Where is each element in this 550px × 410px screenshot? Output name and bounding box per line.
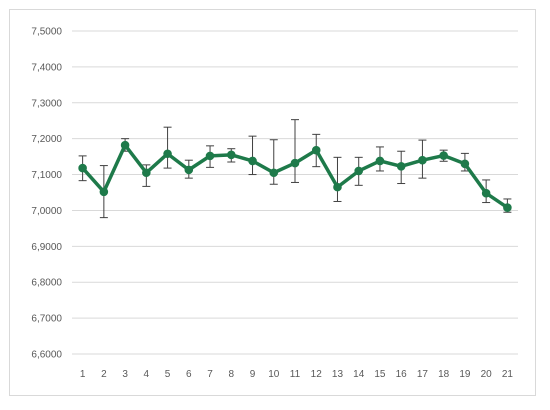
x-tick-label: 11 — [290, 369, 301, 380]
data-point — [311, 145, 321, 155]
data-point — [269, 168, 279, 178]
x-tick-label: 20 — [481, 369, 493, 380]
error-bar — [248, 135, 257, 176]
x-tick-label: 15 — [374, 369, 386, 380]
y-tick-label: 7,0000 — [31, 206, 62, 217]
data-point — [290, 158, 300, 168]
y-tick-label: 7,4000 — [31, 62, 62, 73]
y-tick-label: 6,7000 — [31, 314, 62, 325]
x-tick-label: 2 — [101, 369, 107, 380]
data-point — [418, 155, 427, 165]
data-point — [503, 203, 512, 212]
data-point — [142, 168, 151, 178]
data-point — [205, 151, 215, 161]
y-tick-label: 7,5000 — [31, 27, 62, 38]
x-tick-label: 18 — [438, 369, 450, 380]
x-tick-label: 21 — [502, 369, 514, 380]
chart-area: 6,6000 6,7000 6,8000 6,9000 7,0000 7,1000 7,20… — [9, 9, 536, 396]
x-tick-label: 16 — [396, 369, 408, 380]
x-tick-label: 5 — [165, 369, 171, 380]
error-bar — [163, 126, 172, 169]
error-bar — [333, 156, 342, 202]
data-point — [354, 166, 364, 176]
data-point — [163, 149, 172, 159]
x-tick-label: 19 — [459, 369, 471, 380]
data-point — [481, 188, 491, 198]
data-point — [120, 140, 130, 150]
x-tick-label: 12 — [311, 369, 323, 380]
data-point — [248, 156, 257, 166]
y-tick-label: 6,8000 — [31, 278, 62, 289]
x-tick-label: 1 — [80, 369, 86, 380]
x-tick-label: 13 — [332, 369, 344, 380]
y-tick-label: 6,9000 — [31, 242, 62, 253]
data-point — [333, 182, 342, 192]
data-point — [375, 156, 385, 166]
data-point — [226, 150, 236, 160]
x-tick-label: 17 — [417, 369, 429, 380]
data-point — [439, 151, 448, 160]
data-markers — [78, 140, 512, 212]
error-bar — [269, 139, 278, 185]
x-tick-label: 6 — [186, 369, 192, 380]
y-tick-label: 7,2000 — [31, 134, 62, 145]
x-axis-tick-labels: 1 2 3 4 5 6 7 8 9 10 11 12 13 14 15 16 17 18 19 20 21 — [80, 369, 514, 380]
data-point — [78, 163, 87, 173]
y-axis-tick-labels: 6,6000 6,7000 6,8000 6,9000 7,0000 7,1000 7,20… — [31, 27, 62, 361]
data-point — [184, 165, 194, 175]
data-point — [460, 159, 470, 169]
y-tick-label: 7,1000 — [31, 170, 62, 181]
line-chart: 6,6000 6,7000 6,8000 6,9000 7,0000 7,1000 7,20… — [31, 27, 518, 380]
x-tick-label: 3 — [122, 369, 128, 380]
y-tick-label: 7,3000 — [31, 98, 62, 109]
x-tick-label: 14 — [353, 369, 365, 380]
error-bar — [291, 119, 299, 183]
x-tick-label: 9 — [250, 369, 256, 380]
data-point — [396, 162, 406, 171]
data-point — [99, 187, 109, 197]
x-tick-label: 7 — [207, 369, 213, 380]
x-tick-label: 10 — [268, 369, 280, 380]
x-tick-label: 8 — [229, 369, 235, 380]
y-tick-label: 6,6000 — [31, 350, 62, 361]
x-tick-label: 4 — [144, 369, 150, 380]
gridlines — [72, 30, 518, 355]
